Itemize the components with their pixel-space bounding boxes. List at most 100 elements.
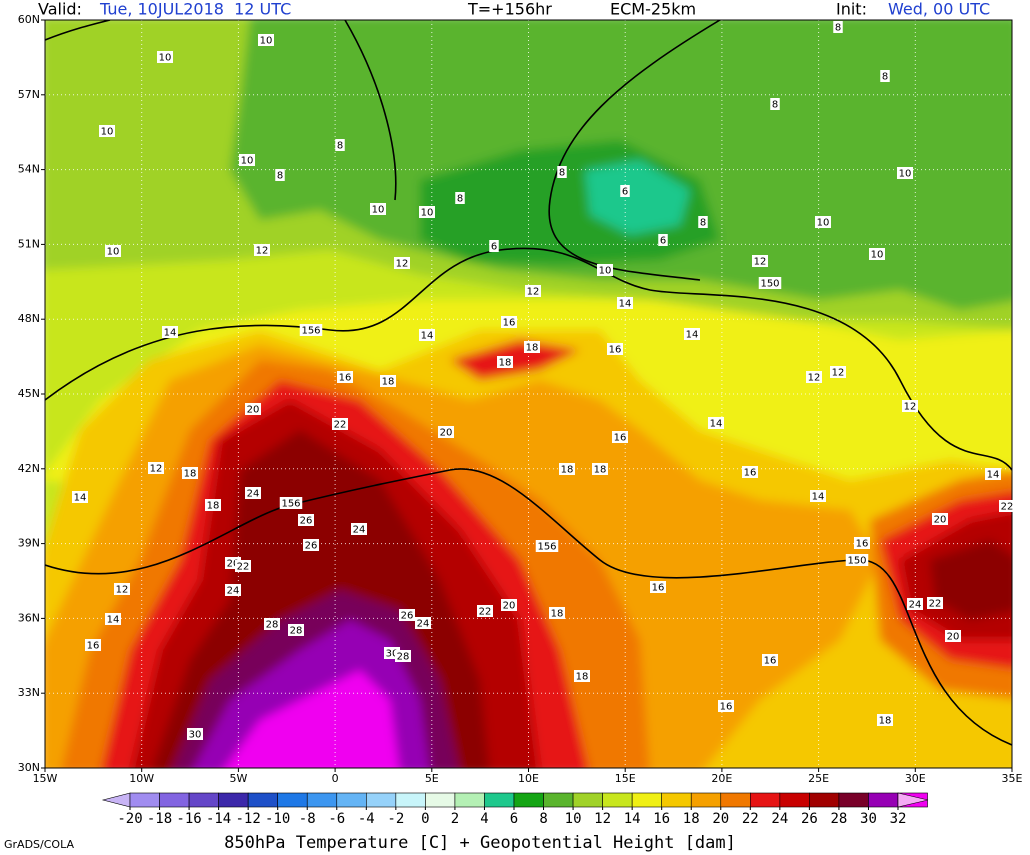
contour-labels: 10 10 10 8 10 8 10 10 8 6 8 6 6 8 10 12 150 10 10 10 8 8 8 12 10…: [72, 21, 1015, 741]
contour-label: 8: [337, 141, 343, 152]
colorbar-cap: [897, 792, 929, 808]
contour-label-box: [833, 21, 843, 33]
contour-label-box: [455, 192, 465, 204]
contour-label: 18: [499, 358, 512, 369]
contour-label-box: [698, 216, 708, 228]
contour-label: 20: [247, 405, 260, 416]
contour-label: 6: [622, 187, 628, 198]
colorbar-tick-label: 26: [801, 811, 818, 827]
contour-label: 20: [947, 632, 960, 643]
y-tick-label: 48N: [18, 312, 40, 325]
colorbar-swatch: [779, 792, 810, 808]
contour-label-box: [574, 670, 590, 682]
contour-label-box: [985, 468, 1001, 480]
contour-label-box: [845, 554, 869, 566]
contour-label: 8: [559, 168, 565, 179]
contour-label-box: [758, 277, 782, 289]
model-name: ECM-25km: [610, 0, 696, 19]
contour-label: 14: [107, 615, 120, 626]
contour-label-box: [932, 513, 948, 525]
contour-label: 20: [440, 428, 453, 439]
contour-label-box: [897, 167, 913, 179]
contour-label-box: [854, 537, 870, 549]
contour-label: 28: [266, 620, 279, 631]
x-tick-label: 15W: [33, 772, 58, 785]
contour-label: 12: [396, 259, 409, 270]
contour-label: 16: [744, 468, 757, 479]
colorbar-swatch: [188, 792, 219, 808]
colorbar-tick-label: -4: [358, 811, 375, 827]
colorbar-swatch: [602, 792, 633, 808]
y-tick-label: 51N: [18, 237, 40, 250]
contour-label: 12: [808, 373, 821, 384]
contour-label: 22: [334, 420, 347, 431]
contour-label: 10: [372, 205, 385, 216]
init-time: Wed, 00 UTC: [888, 0, 990, 19]
contour-label: 14: [74, 493, 87, 504]
colorbar-tick-label: -6: [328, 811, 345, 827]
contour-label: 156: [537, 542, 556, 553]
contour-label-box: [477, 605, 493, 617]
valid-label: Valid:: [38, 0, 82, 19]
colorbar-tick-label: 24: [771, 811, 788, 827]
contour-label: 10: [101, 127, 114, 138]
contour-label: 20: [934, 515, 947, 526]
contour-label: 6: [660, 236, 666, 247]
contour-label: 14: [710, 419, 723, 430]
contour-label: 12: [904, 402, 917, 413]
map-field: [45, 20, 1012, 768]
y-tick-label: 42N: [18, 462, 40, 475]
contour-label: 156: [281, 499, 300, 510]
contour-label: 16: [764, 656, 777, 667]
contour-label: 8: [835, 23, 841, 34]
colorbar-swatch: [454, 792, 485, 808]
contour-label-box: [999, 500, 1015, 512]
contour-label-box: [708, 417, 724, 429]
x-tick-label: 10W: [129, 772, 154, 785]
contour-label-box: [620, 185, 630, 197]
colorbar-swatch: [572, 792, 603, 808]
contour-label: 10: [159, 53, 172, 64]
contour-label: 18: [526, 343, 539, 354]
contour-label: 18: [382, 377, 395, 388]
contour-label: 150: [760, 279, 779, 290]
map-axes: 15W 10W 5W 0 5E 10E 15E 20E 25E 30E 35E 60N 57N 54N 51…: [18, 13, 1023, 785]
colorbar-tick-label: 6: [510, 811, 518, 827]
colorbar-tick-label: -10: [265, 811, 290, 827]
colorbar-tick-label: 4: [480, 811, 488, 827]
y-tick-label: 45N: [18, 387, 40, 400]
contour-label: 14: [619, 299, 632, 310]
contour-label-box: [597, 264, 613, 276]
colorbar-tick-label: 0: [421, 811, 429, 827]
contour-label-box: [607, 343, 623, 355]
contour-label-box: [770, 98, 780, 110]
colorbar-swatch: [661, 792, 692, 808]
y-tick-label: 33N: [18, 686, 40, 699]
colorbar-tick-label: 14: [624, 811, 641, 827]
contour-label: 10: [817, 218, 830, 229]
colorbar-tick-label: 8: [539, 811, 547, 827]
contour-label: 18: [551, 609, 564, 620]
contour-label-box: [524, 341, 540, 353]
contour-label: 8: [457, 194, 463, 205]
contour-label: 14: [987, 470, 1000, 481]
contour-label-box: [612, 431, 628, 443]
contour-label-box: [525, 285, 541, 297]
colorbar-swatch: [484, 792, 515, 808]
colorbar-swatch: [838, 792, 869, 808]
colorbar-tick-label: 18: [683, 811, 700, 827]
y-tick-label: 39N: [18, 537, 40, 550]
contour-label: 6: [491, 242, 497, 253]
colorbar-swatch: [129, 792, 160, 808]
contour-label: 14: [421, 331, 434, 342]
contour-label-box: [559, 463, 575, 475]
contour-label-box: [684, 328, 700, 340]
colorbar-tick-label: -8: [299, 811, 316, 827]
contour-label: 22: [237, 562, 250, 573]
contour-label-box: [394, 257, 410, 269]
contour-label-box: [762, 654, 778, 666]
colorbar-swatch: [868, 792, 899, 808]
contour-label-box: [438, 426, 454, 438]
contour-label: 16: [609, 345, 622, 356]
contour-label: 22: [929, 599, 942, 610]
